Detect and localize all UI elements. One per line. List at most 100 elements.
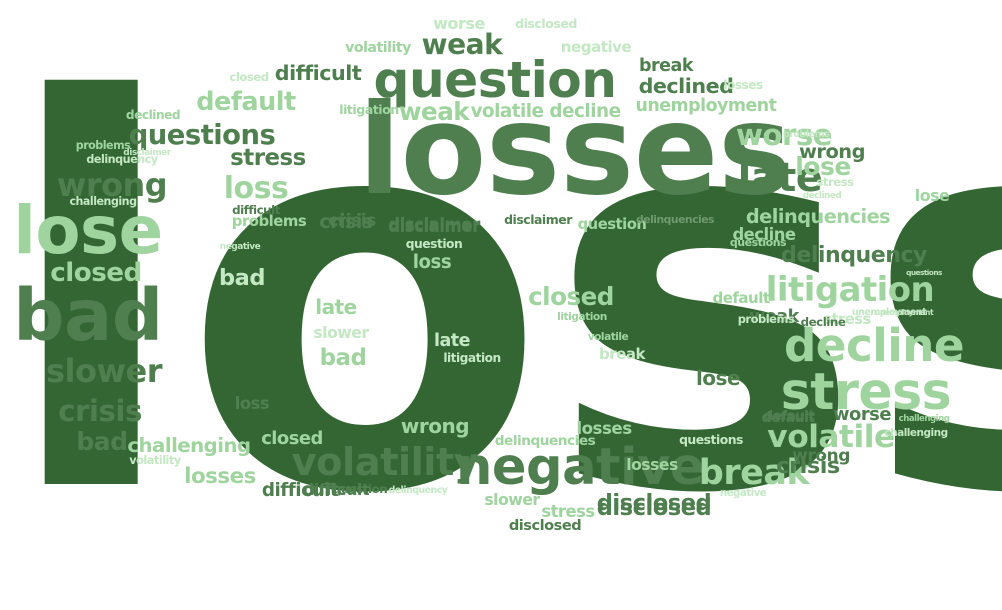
cloud-word: wrong: [400, 414, 470, 438]
cloud-word: volatile: [767, 419, 895, 456]
cloud-word: default: [712, 288, 770, 307]
cloud-word: loss: [223, 171, 289, 206]
cloud-word: losses: [723, 77, 763, 92]
cloud-word: negative: [719, 487, 767, 499]
cloud-word: slower: [484, 490, 540, 510]
cloud-word: bad: [76, 426, 128, 456]
cloud-word: delinquencies: [494, 433, 596, 450]
cloud-word: late: [315, 295, 357, 319]
cloud-word: default: [763, 408, 816, 425]
cloud-word: slower: [45, 352, 163, 390]
cloud-word: lose: [914, 186, 950, 206]
cloud-word: unemployment: [851, 307, 927, 319]
cloud-word: decline: [783, 319, 965, 373]
cloud-word: volatile: [587, 330, 629, 343]
cloud-word: wrong: [792, 446, 850, 467]
cloud-word: declined: [638, 73, 734, 98]
cloud-word: crisis: [776, 452, 840, 479]
cloud-word: problems: [75, 139, 131, 153]
cloud-word: volatile: [470, 100, 544, 122]
cloud-word: question: [373, 49, 617, 109]
cloud-word: stress: [230, 144, 306, 171]
cloud-word: worse: [735, 118, 833, 153]
cloud-word: losses: [576, 417, 632, 438]
cloud-word: disclosed: [596, 494, 712, 521]
cloud-word: problems: [231, 211, 307, 230]
cloud-word: lose: [13, 193, 163, 270]
cloud-word: litigation: [339, 101, 399, 117]
cloud-word: losses: [626, 456, 678, 475]
cloud-word: stress: [816, 175, 854, 190]
cloud-word: disclosed: [515, 15, 577, 31]
cloud-word: unemployment: [874, 308, 934, 318]
cloud-word: losses: [184, 464, 256, 490]
cloud-word: question: [332, 482, 388, 497]
cloud-word: declined: [125, 107, 181, 122]
cloud-word: challenging: [127, 434, 251, 458]
cloud-word: stress: [823, 310, 871, 328]
cloud-word: wrong: [799, 140, 865, 164]
cloud-word: litigation: [765, 270, 935, 310]
cloud-word: crisis: [328, 211, 376, 232]
cloud-word: closed: [261, 428, 323, 450]
cloud-word: volatility: [345, 39, 411, 56]
cloud-word: losses: [358, 77, 792, 223]
cloud-word: question: [405, 236, 463, 251]
cloud-word: break: [639, 56, 693, 77]
cloud-word: decline: [800, 315, 846, 330]
cloud-word: delinquency: [86, 153, 158, 167]
cloud-word: disclaimer: [388, 216, 480, 236]
cloud-word: declined: [802, 190, 842, 201]
cloud-word: wrong: [56, 166, 168, 205]
cloud-word: loss: [412, 251, 452, 273]
cloud-word: difficult: [302, 479, 370, 499]
cloud-word: closed: [229, 70, 269, 85]
cloud-word: challenging: [69, 195, 137, 209]
cloud-word: decline: [549, 100, 621, 122]
cloud-word: disclaimer: [123, 147, 171, 158]
cloud-word: lose: [695, 366, 741, 390]
cloud-word: negative: [456, 438, 704, 498]
cloud-word: worse: [833, 404, 891, 426]
cloud-word: difficult: [261, 479, 339, 501]
cloud-word: late: [433, 331, 471, 352]
cloud-word: questions: [128, 120, 276, 152]
cloud-word: question: [577, 215, 647, 233]
cloud-word: late: [737, 155, 823, 202]
cloud-word: default: [761, 410, 815, 426]
cloud-word: questions: [729, 235, 787, 249]
cloud-word: difficult: [232, 203, 280, 218]
cloud-word: delinquency: [388, 485, 448, 497]
cloud-word: difficult: [274, 60, 362, 85]
cloud-word: negative: [560, 38, 632, 57]
cloud-word: break: [698, 452, 810, 493]
cloud-word: slower: [313, 323, 369, 343]
cloud-word: negative: [219, 241, 261, 252]
cloud-word: weak: [749, 307, 799, 328]
cloud-word: weak: [398, 96, 470, 126]
cloud-word: stress: [541, 501, 595, 521]
cloud-word: weak: [421, 27, 503, 61]
cloud-word: challenging: [884, 426, 948, 439]
cloud-word: questions: [679, 431, 743, 447]
cloud-word: problems: [737, 312, 795, 327]
cloud-word: worse: [433, 13, 485, 33]
cloud-word: bad: [319, 344, 367, 371]
cloud-word: break: [599, 344, 645, 363]
cloud-word: decline: [732, 224, 796, 244]
cloud-word: problems: [782, 129, 830, 141]
cloud-word: delinquencies: [636, 212, 714, 226]
cloud-word: bad: [219, 264, 265, 291]
cloud-word: questions: [906, 268, 942, 278]
cloud-word: delinquencies: [745, 205, 891, 229]
cloud-word: default: [196, 87, 296, 118]
cloud-word: disclaimer: [388, 214, 480, 234]
cloud-word: volatility: [129, 454, 181, 468]
cloud-word: disclosed: [508, 516, 582, 534]
cloud-word: crisis: [58, 394, 142, 429]
cloud-word: disclaimer: [504, 211, 572, 227]
cloud-word: bad: [13, 273, 163, 358]
cloud-word: lose: [795, 151, 851, 181]
